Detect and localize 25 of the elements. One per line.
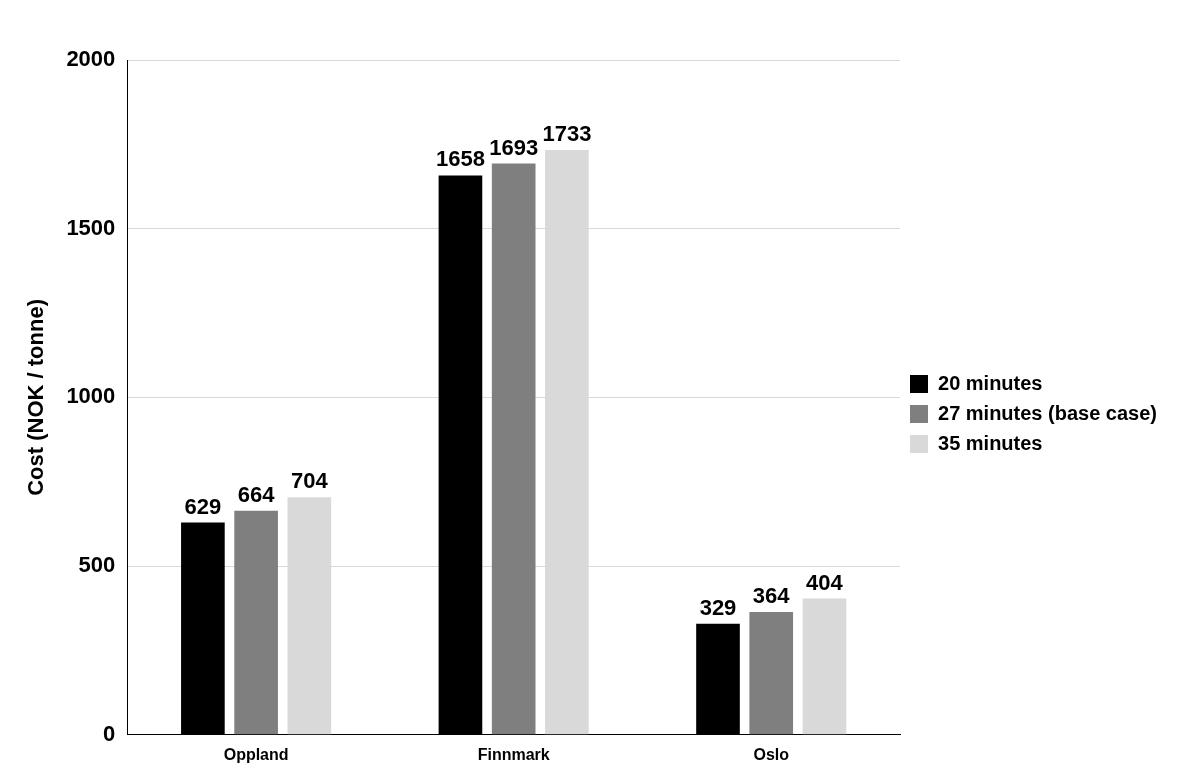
y-tick-label: 1500: [66, 214, 116, 240]
data-label: 1693: [489, 134, 539, 160]
x-tick-label: Oppland: [223, 745, 289, 763]
data-label: 1658: [435, 146, 485, 172]
bar: [491, 163, 536, 735]
x-tick-label: Oslo: [753, 745, 790, 763]
y-tick-label: 500: [78, 552, 116, 578]
legend-label: 35 minutes: [938, 431, 1043, 454]
x-tick-label: Finnmark: [477, 745, 550, 763]
data-label: 364: [752, 583, 791, 609]
y-tick-label: 2000: [66, 46, 116, 72]
data-label: 404: [806, 569, 844, 595]
data-label: 664: [237, 481, 276, 507]
data-label: 329: [699, 594, 737, 620]
data-label: 704: [290, 468, 329, 494]
bar: [234, 510, 278, 735]
data-label: 1733: [542, 121, 592, 147]
bar: [749, 611, 794, 735]
legend-label: 27 minutes (base case): [938, 401, 1158, 424]
data-label: 629: [184, 493, 222, 519]
bar: [802, 598, 847, 735]
y-tick-label: 1000: [66, 383, 116, 409]
y-tick-label: 0: [103, 720, 116, 746]
y-axis-title: Cost (NOK / tonne): [23, 299, 49, 496]
legend-label: 20 minutes: [938, 371, 1043, 394]
